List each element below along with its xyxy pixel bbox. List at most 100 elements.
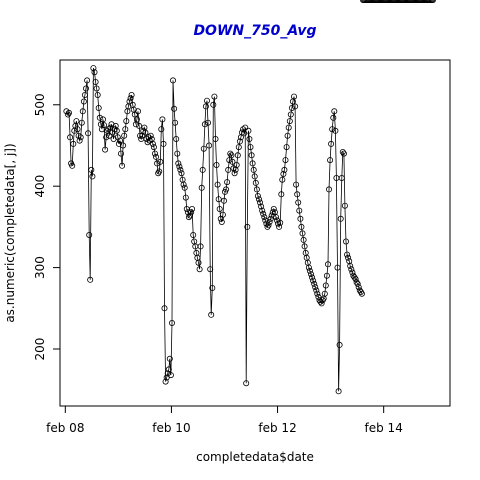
data-point xyxy=(236,138,243,145)
data-point xyxy=(265,222,272,229)
x-axis: feb 08 feb 10 feb 12 feb 14 xyxy=(46,406,403,435)
data-point xyxy=(255,196,262,203)
data-point xyxy=(306,267,313,274)
x-tick-label-3: feb 14 xyxy=(365,421,403,435)
data-point xyxy=(115,140,122,147)
data-point xyxy=(90,65,97,72)
data-point xyxy=(348,266,355,273)
data-point xyxy=(322,282,329,289)
data-point xyxy=(160,140,167,147)
data-point xyxy=(283,144,290,151)
data-point xyxy=(280,170,287,177)
data-point xyxy=(339,148,346,155)
data-point xyxy=(154,160,161,167)
data-point xyxy=(92,79,99,86)
data-point xyxy=(287,111,294,118)
data-point xyxy=(314,290,321,297)
data-point xyxy=(344,251,351,258)
data-point xyxy=(169,77,176,84)
data-point xyxy=(161,305,168,312)
data-point xyxy=(278,191,285,198)
data-point xyxy=(164,370,171,377)
data-point xyxy=(313,287,320,294)
data-point xyxy=(231,170,238,177)
chart-title: DOWN_750_Avg xyxy=(193,23,316,39)
y-tick-label-3: 500 xyxy=(33,93,47,116)
data-point xyxy=(311,280,318,287)
data-point xyxy=(65,111,72,118)
data-point xyxy=(204,119,211,126)
data-point xyxy=(175,160,182,167)
data-point xyxy=(323,272,330,279)
data-point xyxy=(147,132,154,139)
data-point xyxy=(241,130,248,137)
series-line xyxy=(66,67,363,392)
data-point xyxy=(206,142,213,149)
data-point xyxy=(335,388,342,395)
data-point xyxy=(349,269,356,276)
data-point xyxy=(104,127,111,134)
data-point xyxy=(225,166,232,173)
data-point xyxy=(103,134,110,141)
data-point xyxy=(334,264,341,271)
data-point xyxy=(212,135,219,142)
data-point xyxy=(300,236,307,243)
data-point xyxy=(330,114,337,121)
data-point xyxy=(152,153,159,160)
data-point xyxy=(84,77,91,84)
data-point xyxy=(197,243,204,250)
data-point xyxy=(295,199,302,206)
data-point xyxy=(281,166,288,173)
data-point xyxy=(174,150,181,157)
data-point xyxy=(243,380,250,387)
data-point xyxy=(178,170,185,177)
data-point xyxy=(137,132,144,139)
data-point xyxy=(117,137,124,144)
data-point xyxy=(245,127,252,134)
data-point xyxy=(229,158,236,165)
data-point xyxy=(342,238,349,245)
data-point xyxy=(227,150,234,157)
data-point xyxy=(213,161,220,168)
data-point xyxy=(133,116,140,123)
data-point xyxy=(66,109,73,116)
data-point xyxy=(293,181,300,188)
data-point xyxy=(282,157,289,164)
series-points xyxy=(63,0,436,395)
data-point xyxy=(101,122,108,129)
data-point xyxy=(120,142,127,149)
data-point xyxy=(249,160,256,167)
data-point xyxy=(95,105,102,112)
data-point xyxy=(188,209,195,216)
data-point xyxy=(270,205,277,212)
data-point xyxy=(119,162,126,169)
data-point xyxy=(318,300,325,307)
data-point xyxy=(118,150,125,157)
data-point xyxy=(242,124,249,131)
data-point xyxy=(123,118,130,125)
plot-frame xyxy=(59,59,451,407)
data-point xyxy=(81,92,88,99)
y-axis-label: as.numeric(completedata[, j]) xyxy=(3,143,17,322)
data-point xyxy=(223,186,230,193)
data-point xyxy=(340,150,347,157)
data-point xyxy=(332,127,339,134)
data-point xyxy=(171,105,178,112)
data-point xyxy=(308,274,315,281)
data-point xyxy=(331,108,338,115)
data-point xyxy=(329,126,336,133)
data-point xyxy=(150,144,157,151)
data-point xyxy=(220,197,227,204)
data-point xyxy=(352,275,359,282)
data-point xyxy=(93,85,100,92)
data-point xyxy=(167,372,174,379)
data-point xyxy=(182,194,189,201)
data-point xyxy=(294,191,301,198)
data-point xyxy=(121,132,128,139)
data-point xyxy=(214,181,221,188)
data-point xyxy=(254,192,261,199)
y-tick-label-2: 400 xyxy=(33,175,47,198)
data-point xyxy=(190,231,197,238)
data-point xyxy=(216,205,223,212)
